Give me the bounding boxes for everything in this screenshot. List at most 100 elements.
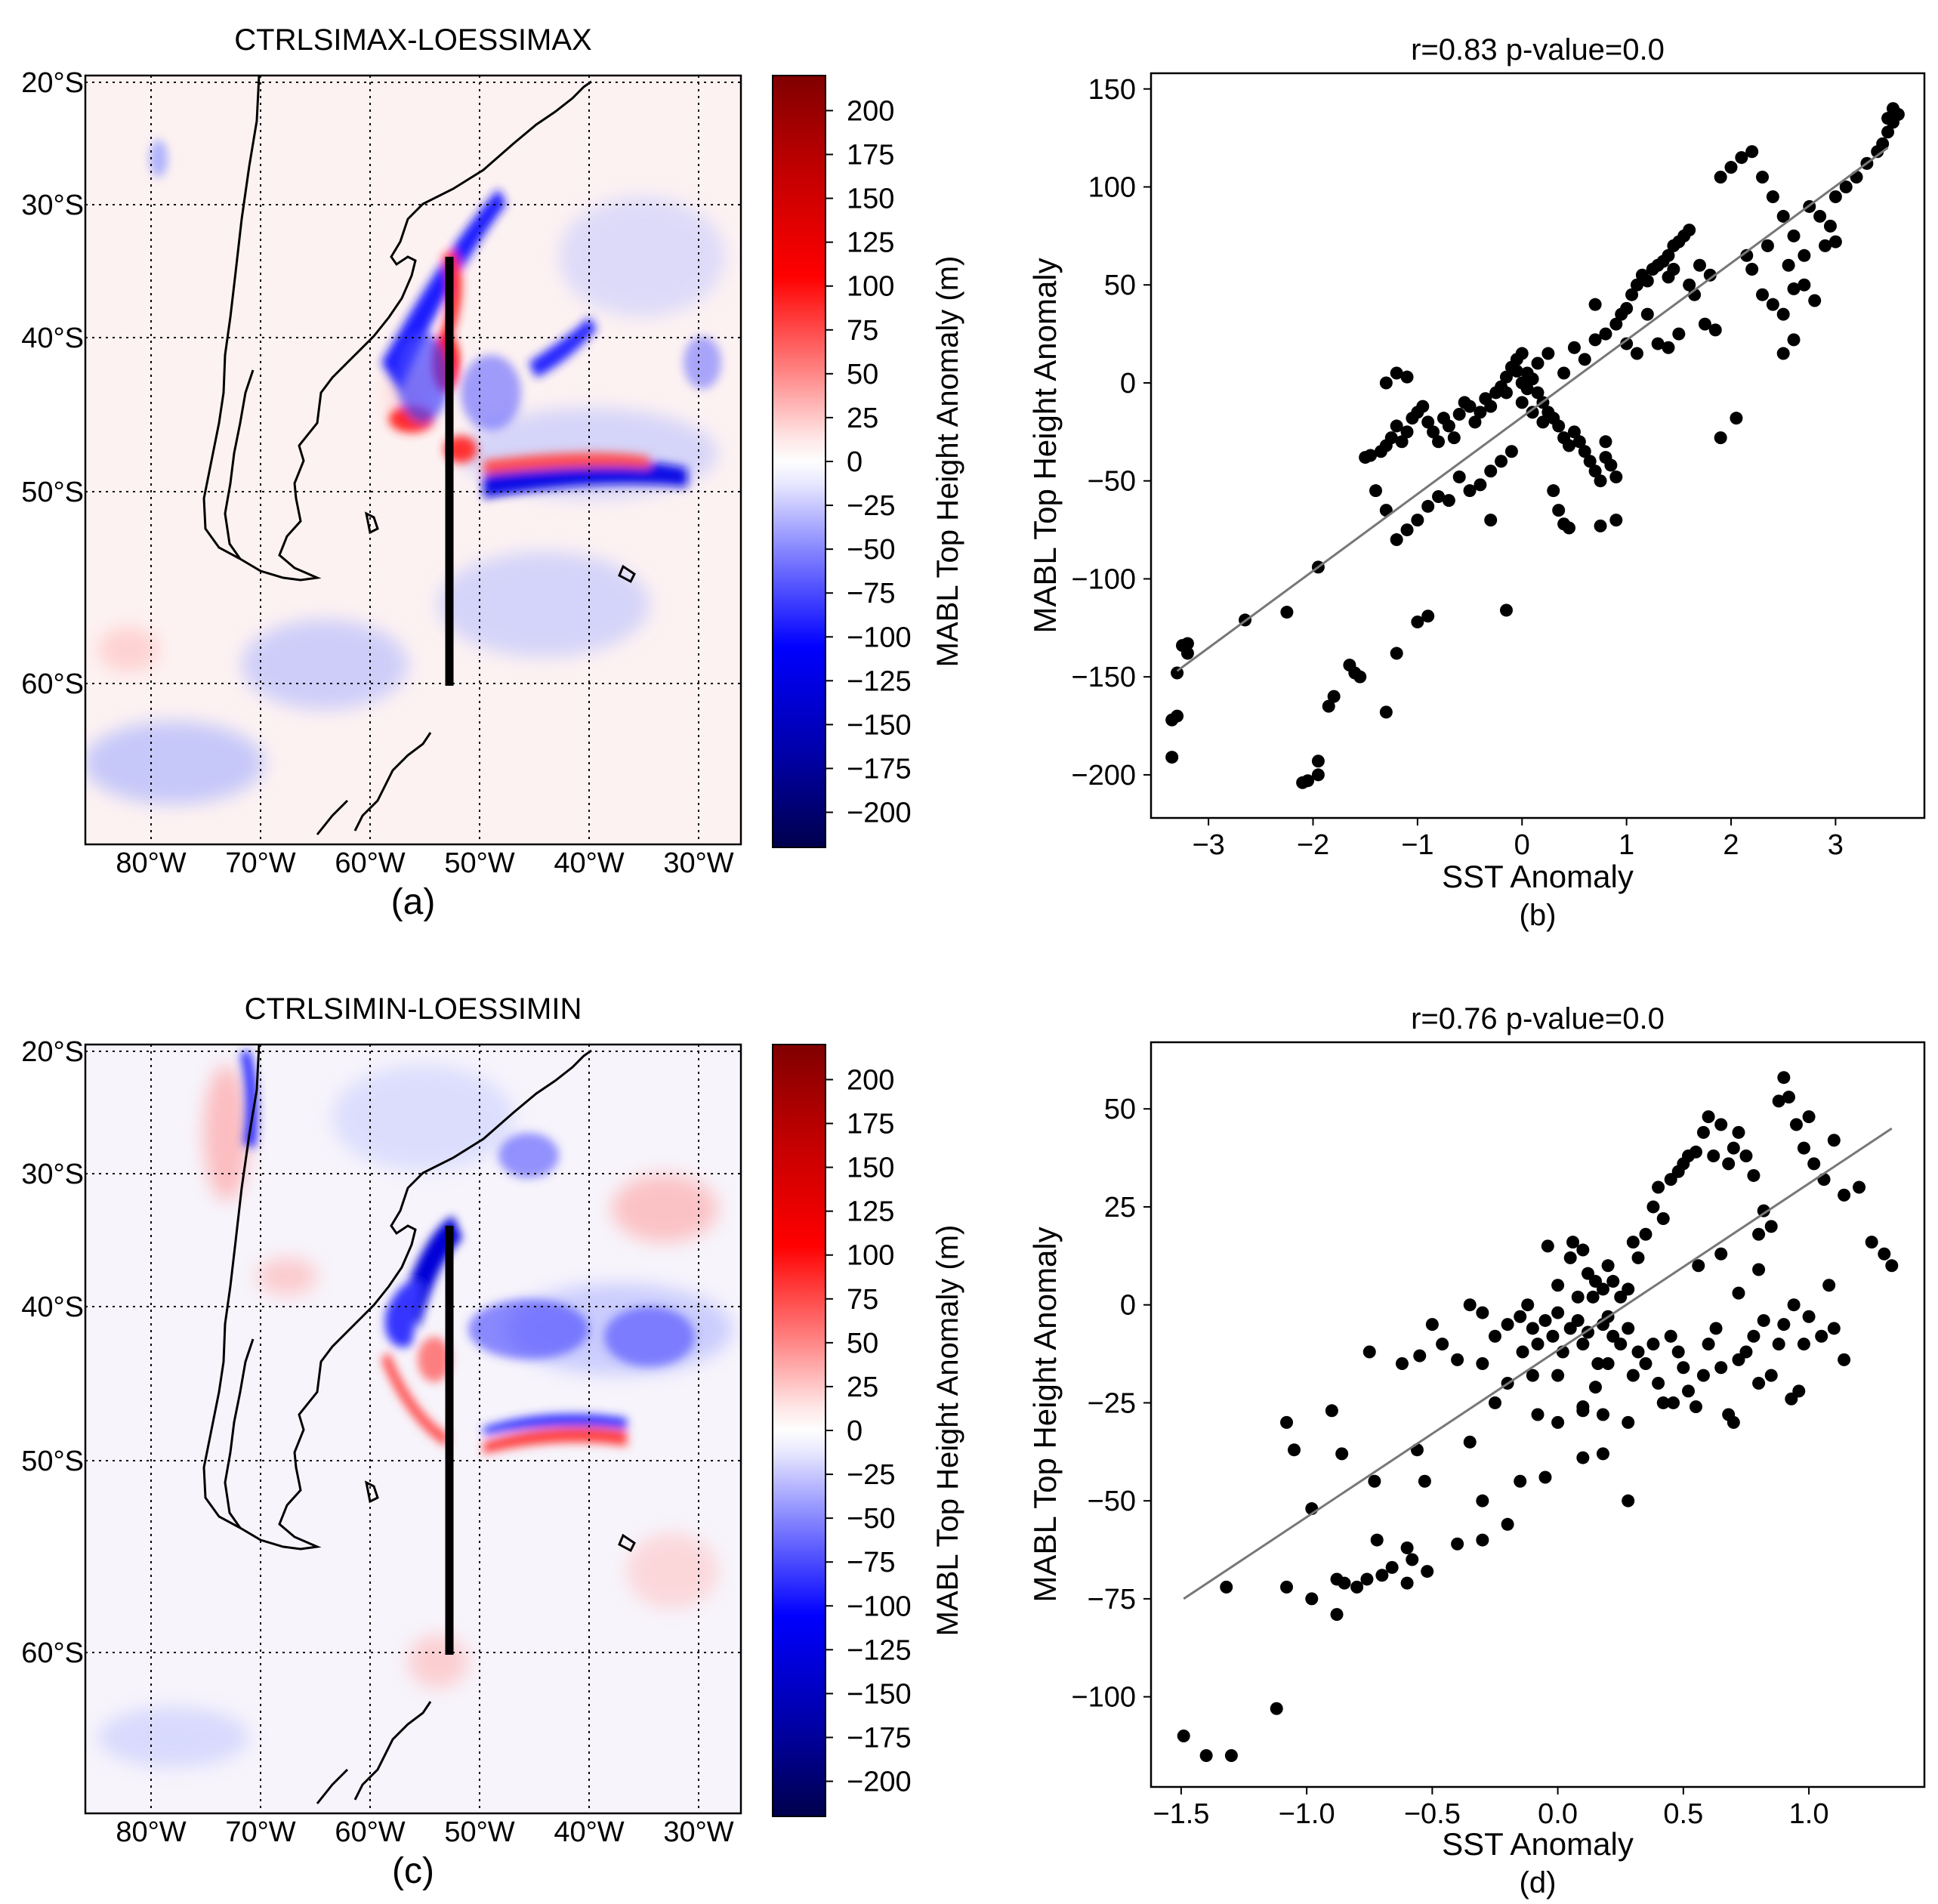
data-point (1828, 190, 1842, 203)
x-axis-label-d: SST Anomaly (1442, 1826, 1634, 1862)
data-point (1787, 229, 1801, 242)
data-point (1280, 606, 1294, 619)
map-title-a: CTRLSIMAX-LOESSIMAX (234, 23, 591, 57)
data-point (1552, 419, 1566, 433)
y-tick-label: −100 (1071, 563, 1136, 595)
x-tick-label: 0.5 (1663, 1798, 1703, 1830)
data-point (1776, 209, 1790, 223)
data-point (1776, 307, 1790, 321)
data-point (1886, 116, 1899, 129)
data-point (1609, 514, 1623, 527)
data-point (1745, 145, 1759, 159)
anomaly-field-a (85, 140, 725, 804)
data-point (1476, 1306, 1489, 1319)
data-point (1588, 333, 1602, 347)
data-point (1311, 768, 1325, 782)
data-point (1171, 709, 1184, 723)
scatter-plot-b: −3 −2 −1 0 1 2 3 150 100 50 0 −50 −100 −150 −200 (1071, 74, 1905, 861)
colorbar-tick-label: 25 (847, 1372, 878, 1403)
data-point (1578, 353, 1591, 366)
lon-label: 40°W (554, 847, 624, 879)
data-point (1421, 499, 1435, 513)
data-point (1406, 1553, 1419, 1566)
data-point (1651, 337, 1665, 350)
data-point (1714, 431, 1727, 445)
data-point (1165, 751, 1179, 764)
data-point (1885, 1259, 1899, 1273)
map-panel-a: CTRLSIMAX-LOESSIMAX (21, 23, 964, 922)
data-point (1640, 274, 1654, 288)
colorbar-tick-label: 0 (847, 1415, 863, 1447)
data-point (1436, 1338, 1449, 1351)
data-point (1526, 372, 1539, 386)
data-point (1538, 1470, 1552, 1484)
data-point (1689, 1145, 1702, 1159)
data-point (1683, 224, 1696, 237)
data-point (1421, 415, 1435, 429)
data-point (1853, 1180, 1866, 1194)
data-point (1817, 1173, 1831, 1187)
data-point (1350, 1580, 1364, 1594)
scatter-panel-d: r=0.76 p-value=0.0 −1.5 −1.0 −0.5 0.0 0.5 1.0… (1027, 1002, 1926, 1899)
x-tick-label: −2 (1297, 829, 1329, 861)
colorbar-tick-label: −125 (847, 665, 912, 697)
data-point (1353, 670, 1367, 684)
data-point (1797, 1141, 1810, 1155)
data-point (1416, 400, 1430, 413)
data-point (1552, 504, 1566, 517)
data-point (1739, 1149, 1753, 1162)
data-point (1484, 514, 1498, 527)
data-point (1510, 364, 1523, 378)
colorbar-label-c: MABL Top Height Anomaly (m) (931, 1225, 964, 1637)
scatter-panel-b: r=0.83 p-value=0.0 −3 −2 −1 0 1 2 3 150 100 50 0 −5… (1027, 33, 1926, 932)
data-point (1327, 690, 1341, 703)
colorbar-tick-label: −175 (847, 753, 912, 785)
colorbar-tick-label: 125 (847, 1196, 894, 1228)
data-point (1515, 396, 1529, 409)
data-point (1499, 603, 1513, 617)
data-point (1766, 190, 1779, 203)
map-title-c: CTRLSIMIN-LOESSIMIN (245, 992, 582, 1026)
data-point (1601, 1357, 1615, 1371)
data-point (1551, 1306, 1565, 1319)
data-point (1411, 514, 1424, 527)
y-tick-label: −25 (1088, 1387, 1136, 1419)
data-point (1594, 519, 1607, 532)
data-point (1301, 774, 1315, 788)
x-tick-label: −3 (1192, 829, 1224, 861)
data-point (1432, 435, 1446, 449)
data-point (1802, 1110, 1816, 1124)
colorbar-tick-label: −100 (847, 622, 912, 653)
data-point (1515, 347, 1529, 360)
data-point (1395, 435, 1409, 449)
x-tick-label: 3 (1828, 829, 1844, 861)
data-point (1526, 406, 1539, 419)
scatter-title-b: r=0.83 p-value=0.0 (1411, 33, 1665, 66)
data-point (1224, 1748, 1238, 1762)
data-point (1827, 1134, 1841, 1147)
data-point (1451, 1537, 1464, 1551)
data-point (1514, 1474, 1527, 1488)
data-point (1280, 1415, 1294, 1429)
regression-line (1176, 147, 1889, 672)
data-point (1639, 1227, 1653, 1241)
data-point (1683, 278, 1696, 292)
data-point (1782, 258, 1795, 272)
data-point (1362, 1345, 1376, 1359)
colorbar-ticks-c: 200 175 150 125 100 75 50 25 0 −25 −50 −75 −100 −125 −… (826, 1064, 912, 1798)
colorbar-label-a: MABL Top Height Anomaly (m) (931, 256, 964, 668)
data-point (1772, 1094, 1785, 1108)
data-point (1626, 1236, 1640, 1249)
colorbar-tick-label: −150 (847, 709, 912, 741)
data-point (1421, 609, 1435, 623)
lon-label: 70°W (225, 1816, 295, 1848)
x-tick-label: −1 (1401, 829, 1433, 861)
colorbar-tick-label: −125 (847, 1634, 912, 1666)
data-point (1596, 1282, 1609, 1296)
data-point (1495, 455, 1508, 468)
data-point (1531, 1408, 1545, 1421)
x-tick-label: 1.0 (1789, 1798, 1829, 1830)
colorbar-tick-label: −100 (847, 1591, 912, 1622)
data-point (1541, 347, 1555, 360)
data-point (1652, 1180, 1665, 1194)
